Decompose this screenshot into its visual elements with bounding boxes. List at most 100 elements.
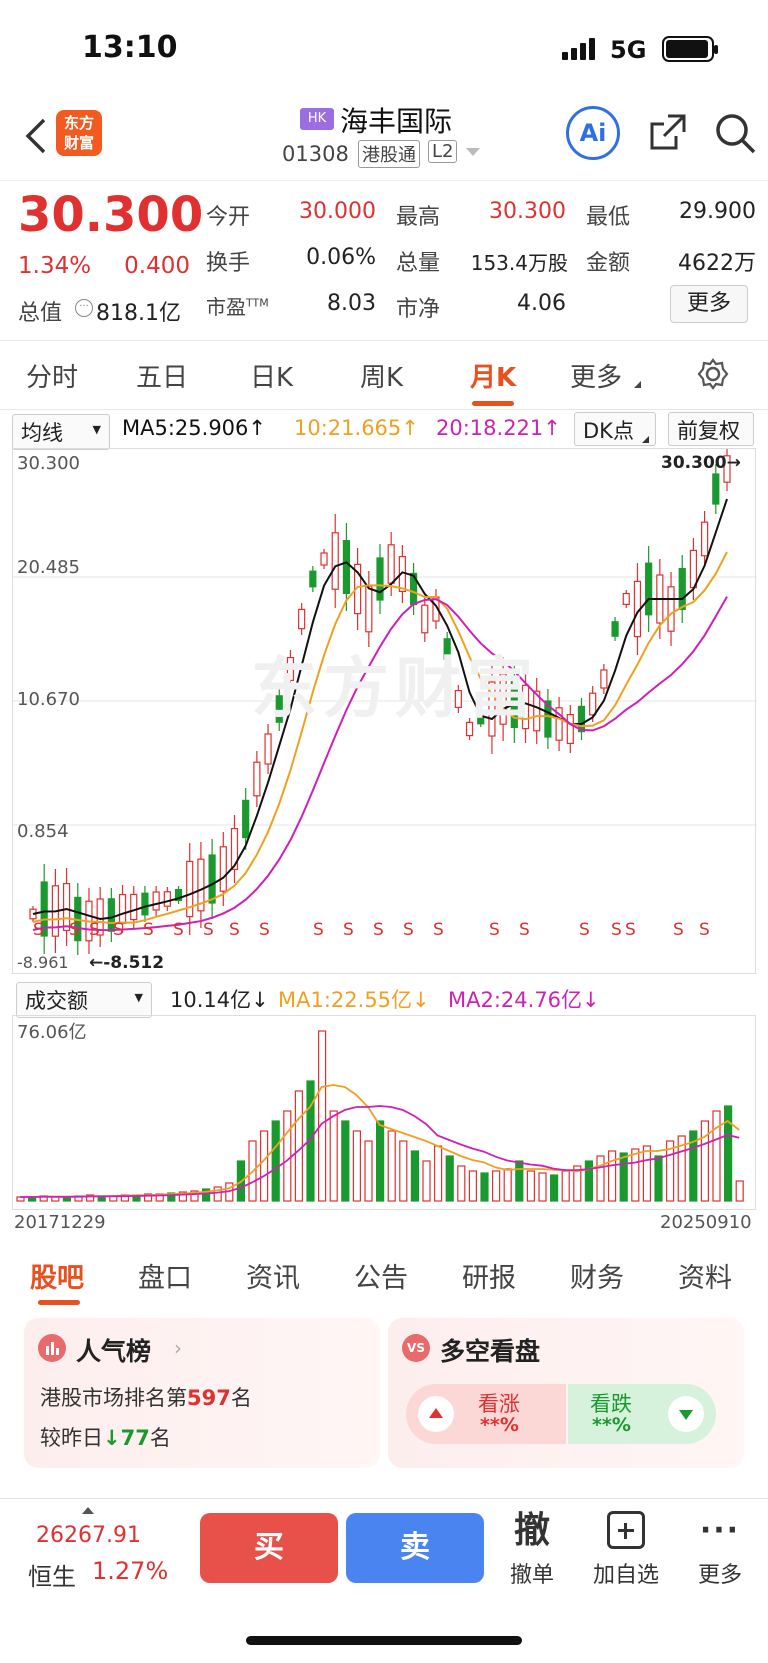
bullish-button[interactable]: 看涨 **% [406, 1384, 566, 1444]
signal-marker: S [611, 920, 622, 940]
indicator-select[interactable]: 均线 ▼ [12, 414, 110, 450]
chart-bar-icon [38, 1334, 66, 1362]
candle [521, 684, 530, 730]
ai-button[interactable]: Ai [566, 106, 620, 160]
candle [242, 799, 250, 839]
volume-bar [85, 1194, 95, 1202]
tab-monthly-k[interactable]: 月K [470, 363, 517, 393]
candle [174, 889, 183, 902]
popularity-card[interactable]: 人气榜 › 港股市场排名第597名 较昨日↓77名 [24, 1318, 380, 1468]
candle [264, 733, 272, 765]
candle [566, 714, 574, 745]
volume-bar [283, 1110, 292, 1202]
volume-svg [16, 1030, 744, 1202]
market-cap-label: 总值 [18, 301, 63, 326]
dropdown-icon[interactable] [466, 148, 480, 156]
tab-finance[interactable]: 财务 [570, 1263, 624, 1294]
signal-marker: S [143, 920, 154, 940]
candle [365, 585, 373, 633]
search-icon[interactable] [712, 110, 758, 156]
volume-bar [341, 1120, 350, 1202]
index-value[interactable]: 26267.91 [36, 1523, 141, 1548]
signal-marker: S [519, 920, 530, 940]
candle [141, 892, 149, 916]
pe-label: 市盈TTM [206, 295, 269, 319]
tab-news[interactable]: 资讯 [246, 1263, 300, 1294]
volume-bar [642, 1145, 652, 1202]
candle [197, 858, 205, 912]
quote-panel: 30.300 1.34% 0.400 总值 ··· 818.1亿 今开 30.0… [0, 180, 768, 340]
volume-bar [526, 1170, 536, 1202]
info-icon[interactable]: ··· [75, 299, 93, 317]
candle [701, 521, 709, 557]
index-percent[interactable]: 1.27% [92, 1557, 169, 1585]
network-label: 5G [610, 36, 647, 64]
tab-more[interactable]: 更多 [570, 363, 623, 393]
volume-bar [260, 1130, 269, 1202]
turnover-label: 换手 [206, 251, 251, 276]
volume-bar [549, 1174, 559, 1202]
tab-profile[interactable]: 资料 [678, 1263, 732, 1294]
volume-bar [457, 1165, 466, 1202]
volume-bar [376, 1120, 385, 1202]
section-tabs: 股吧 盘口 资讯 公告 研报 财务 资料 [0, 1240, 768, 1308]
high-value: 30.300 [489, 199, 566, 224]
candle [40, 881, 48, 937]
signal-marker: S [373, 920, 384, 940]
cancel-order-button[interactable]: 撤 撤单 [504, 1511, 560, 1589]
low-label: 最低 [586, 205, 631, 230]
add-watchlist-button[interactable]: 加自选 [586, 1511, 666, 1589]
caret-icon: ▼ [134, 991, 143, 1004]
buy-button[interactable]: 买 [200, 1513, 338, 1583]
candle [667, 586, 675, 632]
dk-point-button[interactable]: DK点 [574, 412, 656, 446]
rank-number: 597 [187, 1386, 231, 1410]
sell-button[interactable]: 卖 [346, 1513, 484, 1583]
signal-marker: S [579, 920, 590, 940]
settings-icon[interactable] [696, 357, 730, 391]
bullish-value: **% [480, 1414, 519, 1436]
candle [186, 860, 194, 918]
tab-daily-k[interactable]: 日K [250, 363, 294, 393]
chevron-right-icon: › [174, 1336, 182, 1360]
adjust-button[interactable]: 前复权 [668, 412, 754, 446]
bull-bear-card[interactable]: VS 多空看盘 看涨 **% 看跌 **% [388, 1318, 744, 1468]
app-logo[interactable]: 东方 财富 [56, 110, 102, 156]
candle [600, 669, 608, 689]
back-icon[interactable] [18, 114, 58, 158]
pe-ttm-label: TTM [246, 296, 269, 310]
volume-max-label: 76.06亿 [17, 1022, 87, 1043]
tab-five-day[interactable]: 五日 [136, 363, 189, 393]
candle [286, 657, 295, 682]
tab-order-book[interactable]: 盘口 [138, 1263, 192, 1294]
ma-legend-bar: 均线 ▼ MA5:25.906↑ 10:21.665↑ 20:18.221↑ DK… [0, 410, 768, 450]
volume-bar [735, 1180, 744, 1202]
bearish-label: 看跌 [590, 1392, 632, 1416]
volume-bar [654, 1155, 663, 1202]
pb-label: 市净 [396, 297, 441, 322]
tab-intraday[interactable]: 分时 [26, 363, 79, 393]
signal-marker: S [259, 920, 270, 940]
signal-marker: S [313, 920, 324, 940]
pb-value: 4.06 [517, 291, 566, 316]
index-name[interactable]: 恒生 [28, 1563, 76, 1591]
more-menu-button[interactable]: ··· 更多 [690, 1511, 750, 1589]
more-button[interactable]: 更多 [670, 285, 748, 323]
candle [544, 700, 552, 738]
tab-weekly-k[interactable]: 周K [360, 363, 404, 393]
candle [230, 828, 239, 871]
volume-indicator-select[interactable]: 成交额 ▼ [16, 982, 152, 1018]
bearish-button[interactable]: 看跌 **% [568, 1384, 716, 1444]
tab-announcements[interactable]: 公告 [354, 1263, 408, 1294]
candle [622, 593, 630, 606]
volume-chart[interactable]: 76.06亿 [12, 1015, 756, 1210]
candle [62, 883, 71, 932]
share-icon[interactable] [646, 110, 690, 154]
volume-bar [213, 1186, 222, 1202]
tab-forum[interactable]: 股吧 [30, 1263, 84, 1294]
period-tabs: 分时 五日 日K 周K 月K 更多 [0, 340, 768, 410]
battery-icon [662, 36, 718, 62]
volume-bar [538, 1172, 547, 1202]
tab-research[interactable]: 研报 [462, 1263, 516, 1294]
